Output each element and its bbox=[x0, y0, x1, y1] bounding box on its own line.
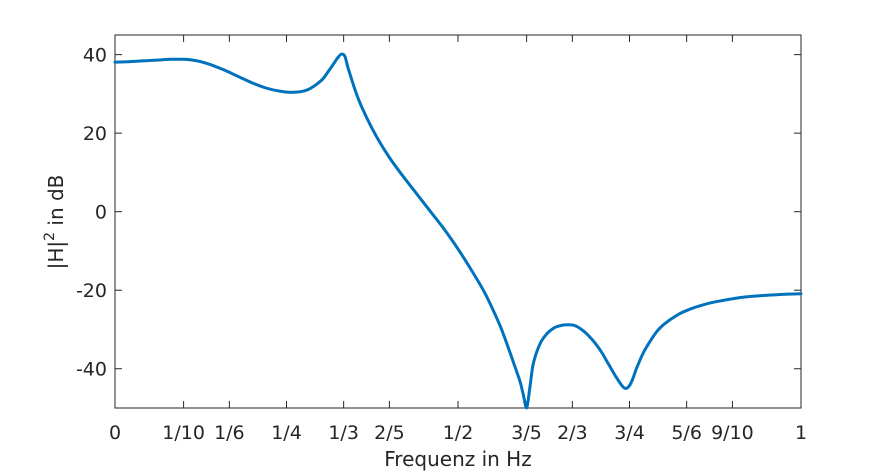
x-tick-labels: 0 1/10 1/6 1/4 1/3 2/5 1/2 3/5 2/3 3/4 5/6 9/10 1 bbox=[109, 422, 807, 444]
y-tick-label: -40 bbox=[76, 359, 107, 381]
x-tick-label: 9/10 bbox=[711, 422, 754, 444]
x-tick-label: 2/3 bbox=[557, 422, 588, 444]
x-tick-label: 1 bbox=[795, 422, 807, 444]
plot-frame bbox=[114, 34, 802, 409]
y-tick-label: 20 bbox=[83, 123, 107, 145]
y-tick-label: 0 bbox=[95, 202, 107, 224]
x-axis-label: Frequenz in Hz bbox=[384, 447, 531, 471]
x-tick-label: 3/4 bbox=[614, 422, 645, 444]
x-tick-label: 1/10 bbox=[162, 422, 205, 444]
series-line-magnitude bbox=[113, 52, 803, 410]
x-tick-label: 1/6 bbox=[214, 422, 245, 444]
y-axis-label-superscript: 2 bbox=[42, 232, 58, 241]
tick-marks bbox=[114, 35, 802, 408]
x-tick-label: 0 bbox=[109, 422, 121, 444]
x-tick-label: 1/2 bbox=[443, 422, 474, 444]
y-tick-label: 40 bbox=[83, 45, 107, 67]
x-tick-label: 5/6 bbox=[671, 422, 702, 444]
y-axis-label: |H|2 in dB bbox=[42, 175, 68, 270]
y-tick-labels: 40 20 0 -20 -40 bbox=[76, 45, 107, 381]
x-tick-label: 1/4 bbox=[271, 422, 302, 444]
y-tick-label: -20 bbox=[76, 280, 107, 302]
x-tick-label: 2/5 bbox=[374, 422, 405, 444]
x-tick-label: 1/3 bbox=[328, 422, 359, 444]
y-axis-label-rest: in dB bbox=[44, 175, 68, 232]
x-tick-label: 3/5 bbox=[511, 422, 542, 444]
y-axis-label-base: |H| bbox=[44, 241, 68, 270]
